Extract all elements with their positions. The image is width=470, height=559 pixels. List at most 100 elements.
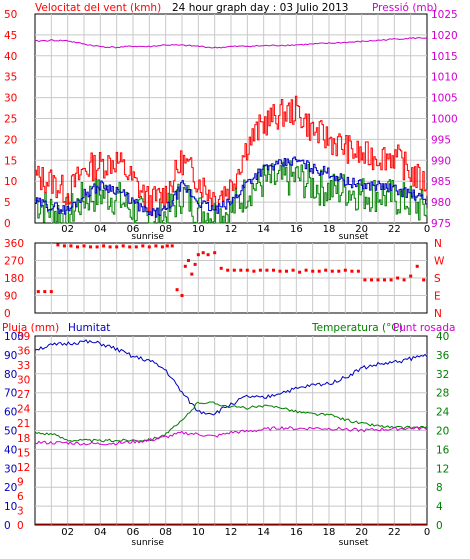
y-rain-tick-label: 39	[17, 331, 30, 343]
y-left-tick-label: 360	[4, 238, 24, 250]
direction-point	[258, 268, 262, 272]
temperature-label: Temperatura (°C)	[311, 322, 403, 334]
y-rain-tick-label: 30	[17, 375, 30, 387]
direction-point	[245, 268, 249, 272]
direction-point	[56, 243, 60, 247]
direction-point	[175, 288, 179, 292]
graph-title: 24 hour graph day : 03 Julio 2013	[172, 2, 348, 14]
y-rain-tick-label: 36	[17, 346, 31, 358]
y-left-tick-label: 50	[4, 9, 17, 21]
y-left-tick-label: 50	[4, 426, 17, 438]
x-tick-label: 08	[159, 527, 172, 538]
direction-point	[43, 290, 47, 294]
direction-point	[396, 276, 400, 280]
humidity-series	[34, 339, 428, 416]
direction-point	[76, 245, 79, 249]
y-right-tick-label: 16	[436, 444, 450, 456]
y-left-tick-label: 0	[4, 308, 11, 320]
y-rain-tick-label: 3	[17, 505, 24, 517]
y-right-tick-label: N	[434, 308, 442, 320]
y-right-tick-label: 4	[436, 501, 443, 513]
direction-point	[239, 268, 243, 272]
y-left-tick-label: 10	[4, 501, 17, 513]
y-right-tick-label: 985	[431, 176, 451, 188]
wind-speed-label: Velocitat del vent (kmh)	[35, 2, 161, 14]
dewpoint-series	[34, 425, 428, 446]
x-tick-label: 22	[388, 224, 401, 235]
direction-point	[370, 278, 373, 282]
direction-point	[62, 244, 66, 248]
direction-point	[265, 268, 269, 272]
y-right-tick-label: 0	[436, 520, 443, 532]
direction-point	[165, 244, 169, 248]
y-left-tick-label: 0	[4, 218, 11, 230]
y-right-tick-label: 975	[431, 218, 451, 230]
y-right-tick-label: W	[434, 256, 445, 268]
x-tick-label: 20	[355, 527, 368, 538]
direction-point	[356, 269, 360, 273]
y-left-tick-label: 90	[4, 291, 17, 303]
y-right-tick-label: 980	[431, 197, 451, 209]
x-tick-label: 04	[94, 224, 107, 235]
y-rain-tick-label: 21	[17, 418, 30, 430]
direction-point	[304, 268, 308, 272]
y-right-tick-label: 1025	[431, 9, 458, 21]
y-rain-tick-label: 6	[17, 491, 24, 503]
direction-point	[193, 262, 197, 266]
x-tick-label: 08	[159, 224, 172, 235]
direction-point	[422, 278, 426, 282]
direction-point	[128, 245, 132, 249]
direction-point	[232, 268, 236, 272]
x-tick-label: 02	[61, 224, 74, 235]
rain-label: Pluja (mm)	[2, 322, 59, 334]
direction-point	[36, 290, 40, 294]
direction-point	[272, 268, 275, 272]
direction-point	[226, 268, 230, 272]
y-right-tick-label: 28	[436, 388, 449, 400]
direction-point	[252, 269, 256, 273]
direction-point	[180, 294, 184, 297]
y-right-tick-label: 12	[436, 463, 449, 475]
direction-point	[89, 245, 92, 249]
y-right-tick-label: 1015	[431, 51, 458, 63]
y-left-tick-label: 20	[4, 482, 17, 494]
direction-point	[160, 245, 164, 249]
direction-point	[278, 269, 282, 273]
pressure-label: Pressió (mb)	[372, 2, 437, 14]
direction-point	[409, 274, 413, 278]
y-right-tick-label: E	[434, 291, 441, 303]
direction-point	[147, 245, 151, 249]
direction-point	[213, 251, 217, 255]
direction-point	[82, 244, 86, 248]
direction-point	[102, 244, 106, 248]
wind-green-series	[35, 160, 428, 224]
direction-point	[337, 269, 341, 273]
wind-gust-series	[35, 95, 428, 217]
x-tick-label: 0	[424, 527, 430, 538]
x-tick-label: 20	[355, 224, 368, 235]
x-tick-label: 10	[192, 224, 205, 235]
sunset-label: sunset	[339, 538, 369, 548]
direction-point	[154, 244, 158, 248]
x-tick-label: 16	[290, 224, 303, 235]
x-tick-label: 02	[61, 527, 74, 538]
y-right-tick-label: S	[434, 273, 441, 285]
direction-point	[285, 269, 288, 273]
x-tick-label: 10	[192, 527, 205, 538]
y-left-tick-label: 70	[4, 388, 17, 400]
y-right-tick-label: 1010	[431, 72, 458, 84]
y-left-tick-label: 90	[4, 350, 17, 362]
dewpoint-label: Punt rosada	[393, 322, 455, 334]
y-left-tick-label: 80	[4, 369, 17, 381]
pressure-series	[34, 37, 428, 49]
temperature-series	[34, 401, 428, 443]
direction-point	[415, 264, 419, 268]
direction-point	[324, 268, 328, 272]
sunrise-label: sunrise	[131, 538, 164, 548]
direction-point	[350, 269, 354, 273]
wind-average-series	[35, 156, 428, 218]
y-left-tick-label: 100	[4, 331, 24, 343]
direction-point	[363, 278, 367, 282]
x-tick-label: 18	[323, 527, 336, 538]
